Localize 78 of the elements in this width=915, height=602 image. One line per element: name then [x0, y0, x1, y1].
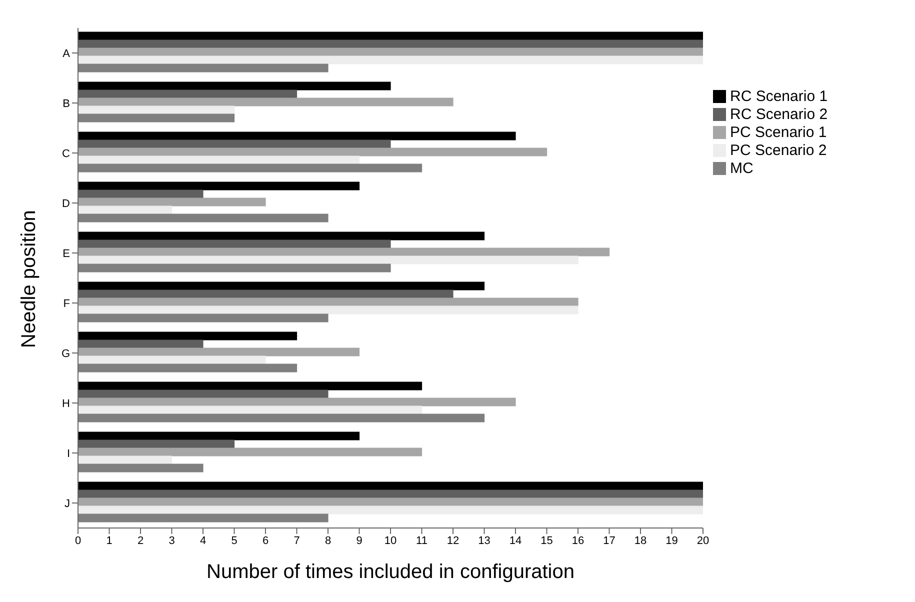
bar — [78, 364, 298, 372]
bar — [78, 398, 516, 406]
y-tick-label: J — [64, 498, 70, 510]
legend-label: PC Scenario 1 — [730, 124, 827, 141]
bar — [78, 506, 703, 514]
bar — [78, 98, 454, 106]
bar — [78, 256, 578, 264]
legend-label: RC Scenario 2 — [730, 106, 828, 123]
bar — [78, 48, 703, 56]
bar — [78, 514, 328, 522]
bar — [78, 414, 485, 422]
x-tick-label: 0 — [74, 534, 82, 547]
bar — [78, 106, 235, 114]
y-axis-title: Needle position — [18, 210, 40, 348]
bar — [78, 64, 328, 72]
x-tick-label: 13 — [478, 534, 490, 547]
bar — [78, 448, 422, 456]
bar — [78, 406, 422, 414]
bar — [78, 198, 266, 206]
y-tick-label: H — [62, 398, 70, 410]
bar — [78, 314, 328, 322]
bar — [78, 182, 360, 190]
bar — [78, 232, 485, 240]
y-tick-label: E — [62, 248, 70, 260]
bar — [78, 32, 703, 40]
bar — [78, 248, 610, 256]
bar — [78, 82, 391, 90]
x-tick-label: 1 — [106, 534, 112, 547]
legend-label: RC Scenario 1 — [730, 88, 828, 105]
x-tick-label: 2 — [137, 534, 144, 547]
x-tick-label: 4 — [200, 534, 206, 547]
bar — [78, 298, 578, 306]
y-tick-label: C — [62, 148, 70, 160]
x-tick-label: 16 — [572, 534, 584, 547]
bar — [78, 114, 235, 122]
bar — [78, 456, 172, 464]
bar — [78, 498, 703, 506]
x-tick-label: 14 — [509, 534, 522, 547]
bar — [78, 132, 516, 140]
y-tick-label: B — [62, 98, 70, 110]
x-tick-label: 11 — [416, 534, 428, 547]
x-tick-label: 9 — [356, 534, 362, 547]
bar — [78, 164, 422, 172]
x-tick-label: 7 — [294, 534, 300, 547]
x-tick-label: 18 — [634, 534, 647, 547]
x-tick-label: 17 — [603, 534, 616, 547]
bar — [78, 464, 204, 472]
bar — [78, 214, 328, 222]
x-tick-label: 6 — [262, 534, 269, 547]
bar — [78, 306, 578, 314]
x-tick-label: 3 — [168, 534, 175, 547]
bar — [78, 148, 548, 156]
y-tick-label: G — [61, 348, 70, 360]
bar — [78, 206, 172, 214]
bar — [78, 356, 266, 364]
x-axis-title: Number of times included in configuration — [206, 561, 574, 583]
x-tick-label: 12 — [446, 534, 460, 547]
x-tick-label: 20 — [696, 534, 710, 547]
bar — [78, 348, 360, 356]
legend-label: PC Scenario 2 — [730, 142, 827, 159]
bar — [78, 382, 422, 390]
x-tick-label: 19 — [666, 534, 678, 547]
y-tick-label: A — [62, 48, 71, 60]
x-tick-label: 15 — [540, 534, 553, 547]
bar — [78, 332, 298, 340]
y-tick-label: I — [66, 448, 70, 460]
bar — [78, 432, 360, 440]
bar — [78, 156, 360, 164]
legend-label: MC — [730, 160, 754, 177]
bar — [78, 56, 703, 64]
y-tick-label: F — [63, 298, 70, 310]
x-tick-label: 10 — [384, 534, 397, 547]
x-tick-label: 5 — [231, 534, 238, 547]
x-tick-label: 8 — [324, 534, 332, 547]
bar — [78, 282, 485, 290]
bar — [78, 482, 703, 490]
bar — [78, 264, 391, 272]
y-tick-label: D — [62, 198, 70, 210]
